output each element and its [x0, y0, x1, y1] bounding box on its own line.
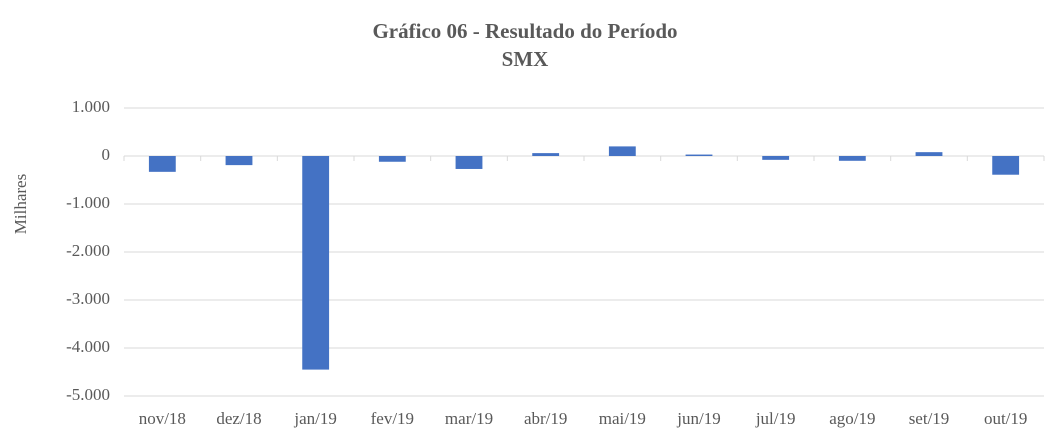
x-tick-label: abr/19: [524, 409, 567, 428]
bar: [838, 156, 866, 161]
y-tick-label: -4.000: [66, 337, 110, 356]
y-tick-label: 1.000: [72, 97, 110, 116]
x-tick-label: jan/19: [293, 409, 337, 428]
x-tick-label: nov/18: [139, 409, 186, 428]
x-tick-label: out/19: [984, 409, 1027, 428]
y-tick-label: -2.000: [66, 241, 110, 260]
bar: [532, 153, 560, 156]
x-tick-label: fev/19: [371, 409, 414, 428]
x-tick-label: jul/19: [755, 409, 796, 428]
y-tick-label: 0: [102, 145, 111, 164]
bar: [378, 156, 406, 162]
x-tick-label: ago/19: [829, 409, 875, 428]
x-tick-label: dez/18: [216, 409, 261, 428]
x-tick-label: mai/19: [599, 409, 646, 428]
bar: [608, 146, 636, 156]
bar: [762, 156, 790, 160]
x-tick-label: set/19: [909, 409, 950, 428]
y-tick-label: -5.000: [66, 385, 110, 404]
chart-title: Gráfico 06 - Resultado do Período: [372, 19, 677, 43]
y-axis-label: Milhares: [11, 174, 30, 234]
bar: [302, 156, 330, 370]
y-tick-label: -3.000: [66, 289, 110, 308]
bar: [148, 156, 176, 172]
bar: [992, 156, 1020, 175]
y-tick-label: -1.000: [66, 193, 110, 212]
x-tick-label: jun/19: [676, 409, 720, 428]
bar: [225, 156, 253, 166]
bar: [685, 154, 713, 156]
bar: [455, 156, 483, 169]
chart-subtitle: SMX: [502, 47, 549, 71]
x-tick-label: mar/19: [445, 409, 493, 428]
bar: [915, 152, 943, 156]
